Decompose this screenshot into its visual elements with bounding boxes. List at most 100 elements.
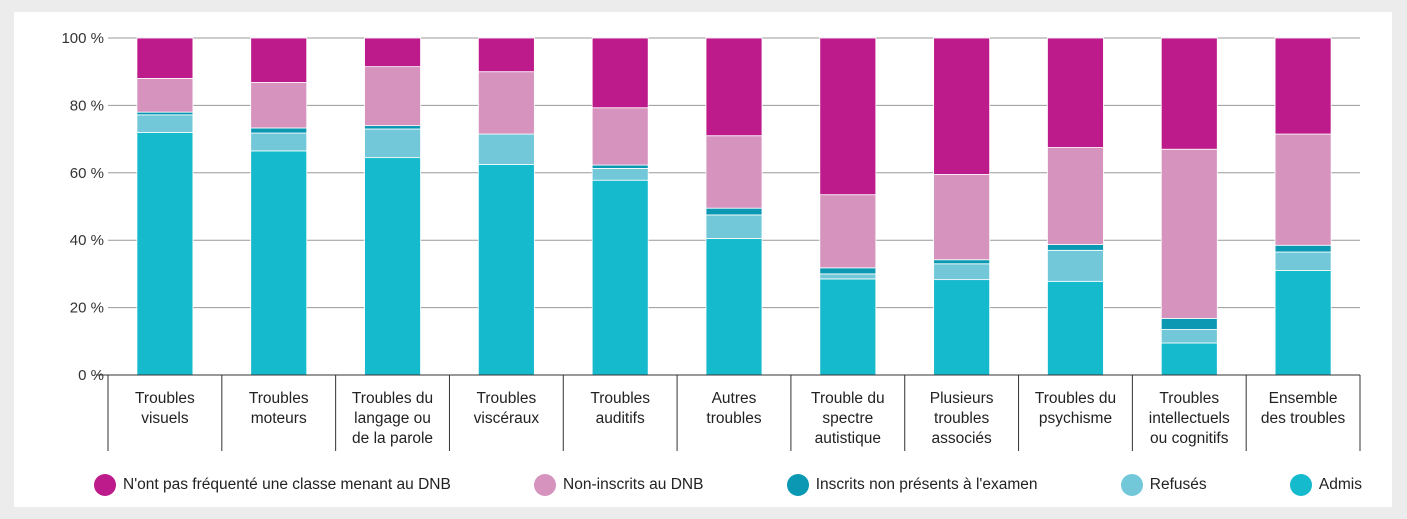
category-label-8: Troubles du psychisme	[1035, 390, 1116, 427]
y-tick-label-4: 80 %	[70, 97, 104, 114]
category-labels: TroublesvisuelsTroublesmoteursTroubles d…	[135, 390, 1346, 447]
legend-label: Non-inscrits au DNB	[563, 476, 703, 494]
bar-segment-5-4	[706, 38, 762, 136]
category-label-line: Plusieurs	[930, 390, 994, 407]
legend-item: Admis	[1290, 474, 1362, 496]
bar-segment-3-1	[478, 134, 534, 164]
bar-segment-4-2	[592, 165, 648, 168]
bar-segment-1-4	[251, 38, 307, 82]
stacked-bar-chart: 0 %20 %40 %60 %80 %100 % Troublesvisuels…	[14, 12, 1392, 467]
bar-segment-2-4	[365, 38, 421, 67]
legend-item: Non-inscrits au DNB	[534, 474, 703, 496]
legend-label: Refusés	[1150, 476, 1207, 494]
category-label-3: Troublesviscéraux	[474, 390, 540, 427]
bar-segment-5-2	[706, 208, 762, 215]
y-tick-label-5: 100 %	[61, 30, 104, 47]
category-label-line: Troubles du	[1035, 390, 1116, 407]
bar-segment-9-1	[1161, 330, 1217, 343]
bar-segment-2-0	[365, 158, 421, 375]
category-label-line: Autres	[712, 390, 757, 407]
category-label-line: ou cognitifs	[1150, 430, 1229, 447]
category-label-5: Autres troubles	[706, 390, 761, 427]
bar-segment-9-4	[1161, 38, 1217, 149]
bar-segment-0-4	[137, 38, 193, 78]
bar-segment-1-2	[251, 128, 307, 133]
legend-item: Inscrits non présents à l'examen	[787, 474, 1038, 496]
category-label-line: Troubles	[249, 390, 309, 407]
bar-segment-4-0	[592, 180, 648, 375]
legend-item: Refusés	[1121, 474, 1207, 496]
bar-segment-7-2	[934, 260, 990, 264]
bar-segment-8-4	[1047, 38, 1103, 148]
bar-segment-8-0	[1047, 281, 1103, 375]
category-label-line: autistique	[815, 430, 881, 447]
bar-segment-10-3	[1275, 134, 1331, 245]
category-label-line: troubles	[706, 410, 761, 427]
category-label-line: Troubles	[590, 390, 650, 407]
category-label-line: psychisme	[1039, 410, 1112, 427]
legend: N'ont pas fréquenté une classe menant au…	[94, 472, 1362, 498]
bar-segment-2-1	[365, 129, 421, 158]
bar-segment-7-1	[934, 264, 990, 280]
bar-segment-8-3	[1047, 148, 1103, 245]
category-label-line: auditifs	[596, 410, 645, 427]
bar-segment-0-3	[137, 78, 193, 112]
y-tick-label-1: 20 %	[70, 300, 104, 317]
category-label-0: Troublesvisuels	[135, 390, 195, 427]
bar-segment-9-0	[1161, 343, 1217, 375]
bar-segment-8-2	[1047, 245, 1103, 251]
y-tick-label-2: 40 %	[70, 232, 104, 249]
bar-segment-3-3	[478, 72, 534, 134]
legend-swatch	[94, 474, 116, 496]
legend-swatch	[1290, 474, 1312, 496]
legend-swatch	[787, 474, 809, 496]
bar-segment-7-4	[934, 38, 990, 174]
bar-segment-7-0	[934, 280, 990, 375]
bar-segment-10-2	[1275, 245, 1331, 252]
category-label-line: troubles	[934, 410, 989, 427]
bar-segment-6-1	[820, 274, 876, 279]
bar-segment-1-1	[251, 133, 307, 151]
bar-segment-10-4	[1275, 38, 1331, 134]
bar-segment-3-4	[478, 38, 534, 72]
category-label-2: Troubles du langage ou de la parole	[352, 390, 433, 447]
legend-label: N'ont pas fréquenté une classe menant au…	[123, 476, 451, 494]
legend-label: Inscrits non présents à l'examen	[816, 476, 1038, 494]
category-label-line: Troubles	[1159, 390, 1219, 407]
y-tick-labels: 0 %20 %40 %60 %80 %100 %	[61, 30, 104, 384]
bar-segment-6-2	[820, 268, 876, 274]
y-tick-label-3: 60 %	[70, 165, 104, 182]
bar-segment-5-3	[706, 136, 762, 208]
category-label-line: langage ou	[354, 410, 431, 427]
category-label-line: spectre	[822, 410, 873, 427]
bar-segment-2-3	[365, 67, 421, 126]
category-label-line: moteurs	[251, 410, 307, 427]
bar-segment-0-2	[137, 112, 193, 115]
legend-swatch	[534, 474, 556, 496]
category-label-1: Troubles moteurs	[249, 390, 309, 427]
category-label-6: Trouble duspectreautistique	[811, 390, 885, 447]
bar-segment-1-0	[251, 151, 307, 375]
category-label-line: des troubles	[1261, 410, 1346, 427]
category-label-10: Ensemble des troubles	[1261, 390, 1346, 427]
category-label-line: intellectuels	[1149, 410, 1230, 427]
bar-segment-9-3	[1161, 149, 1217, 318]
bar-segment-10-0	[1275, 271, 1331, 375]
category-label-line: associés	[931, 430, 992, 447]
bar-segment-8-1	[1047, 250, 1103, 281]
legend-item: N'ont pas fréquenté une classe menant au…	[94, 474, 451, 496]
category-label-line: viscéraux	[474, 410, 540, 427]
category-label-line: de la parole	[352, 430, 433, 447]
category-label-line: Ensemble	[1269, 390, 1338, 407]
bar-segment-6-0	[820, 279, 876, 375]
bar-segment-2-2	[365, 126, 421, 129]
bars	[137, 38, 1331, 375]
bar-segment-5-0	[706, 239, 762, 375]
bar-segment-3-0	[478, 164, 534, 375]
bar-segment-0-0	[137, 132, 193, 375]
category-label-line: visuels	[141, 410, 189, 427]
bar-segment-4-1	[592, 168, 648, 180]
category-label-line: Troubles du	[352, 390, 433, 407]
bar-segment-6-3	[820, 195, 876, 268]
bar-segment-4-4	[592, 38, 648, 108]
